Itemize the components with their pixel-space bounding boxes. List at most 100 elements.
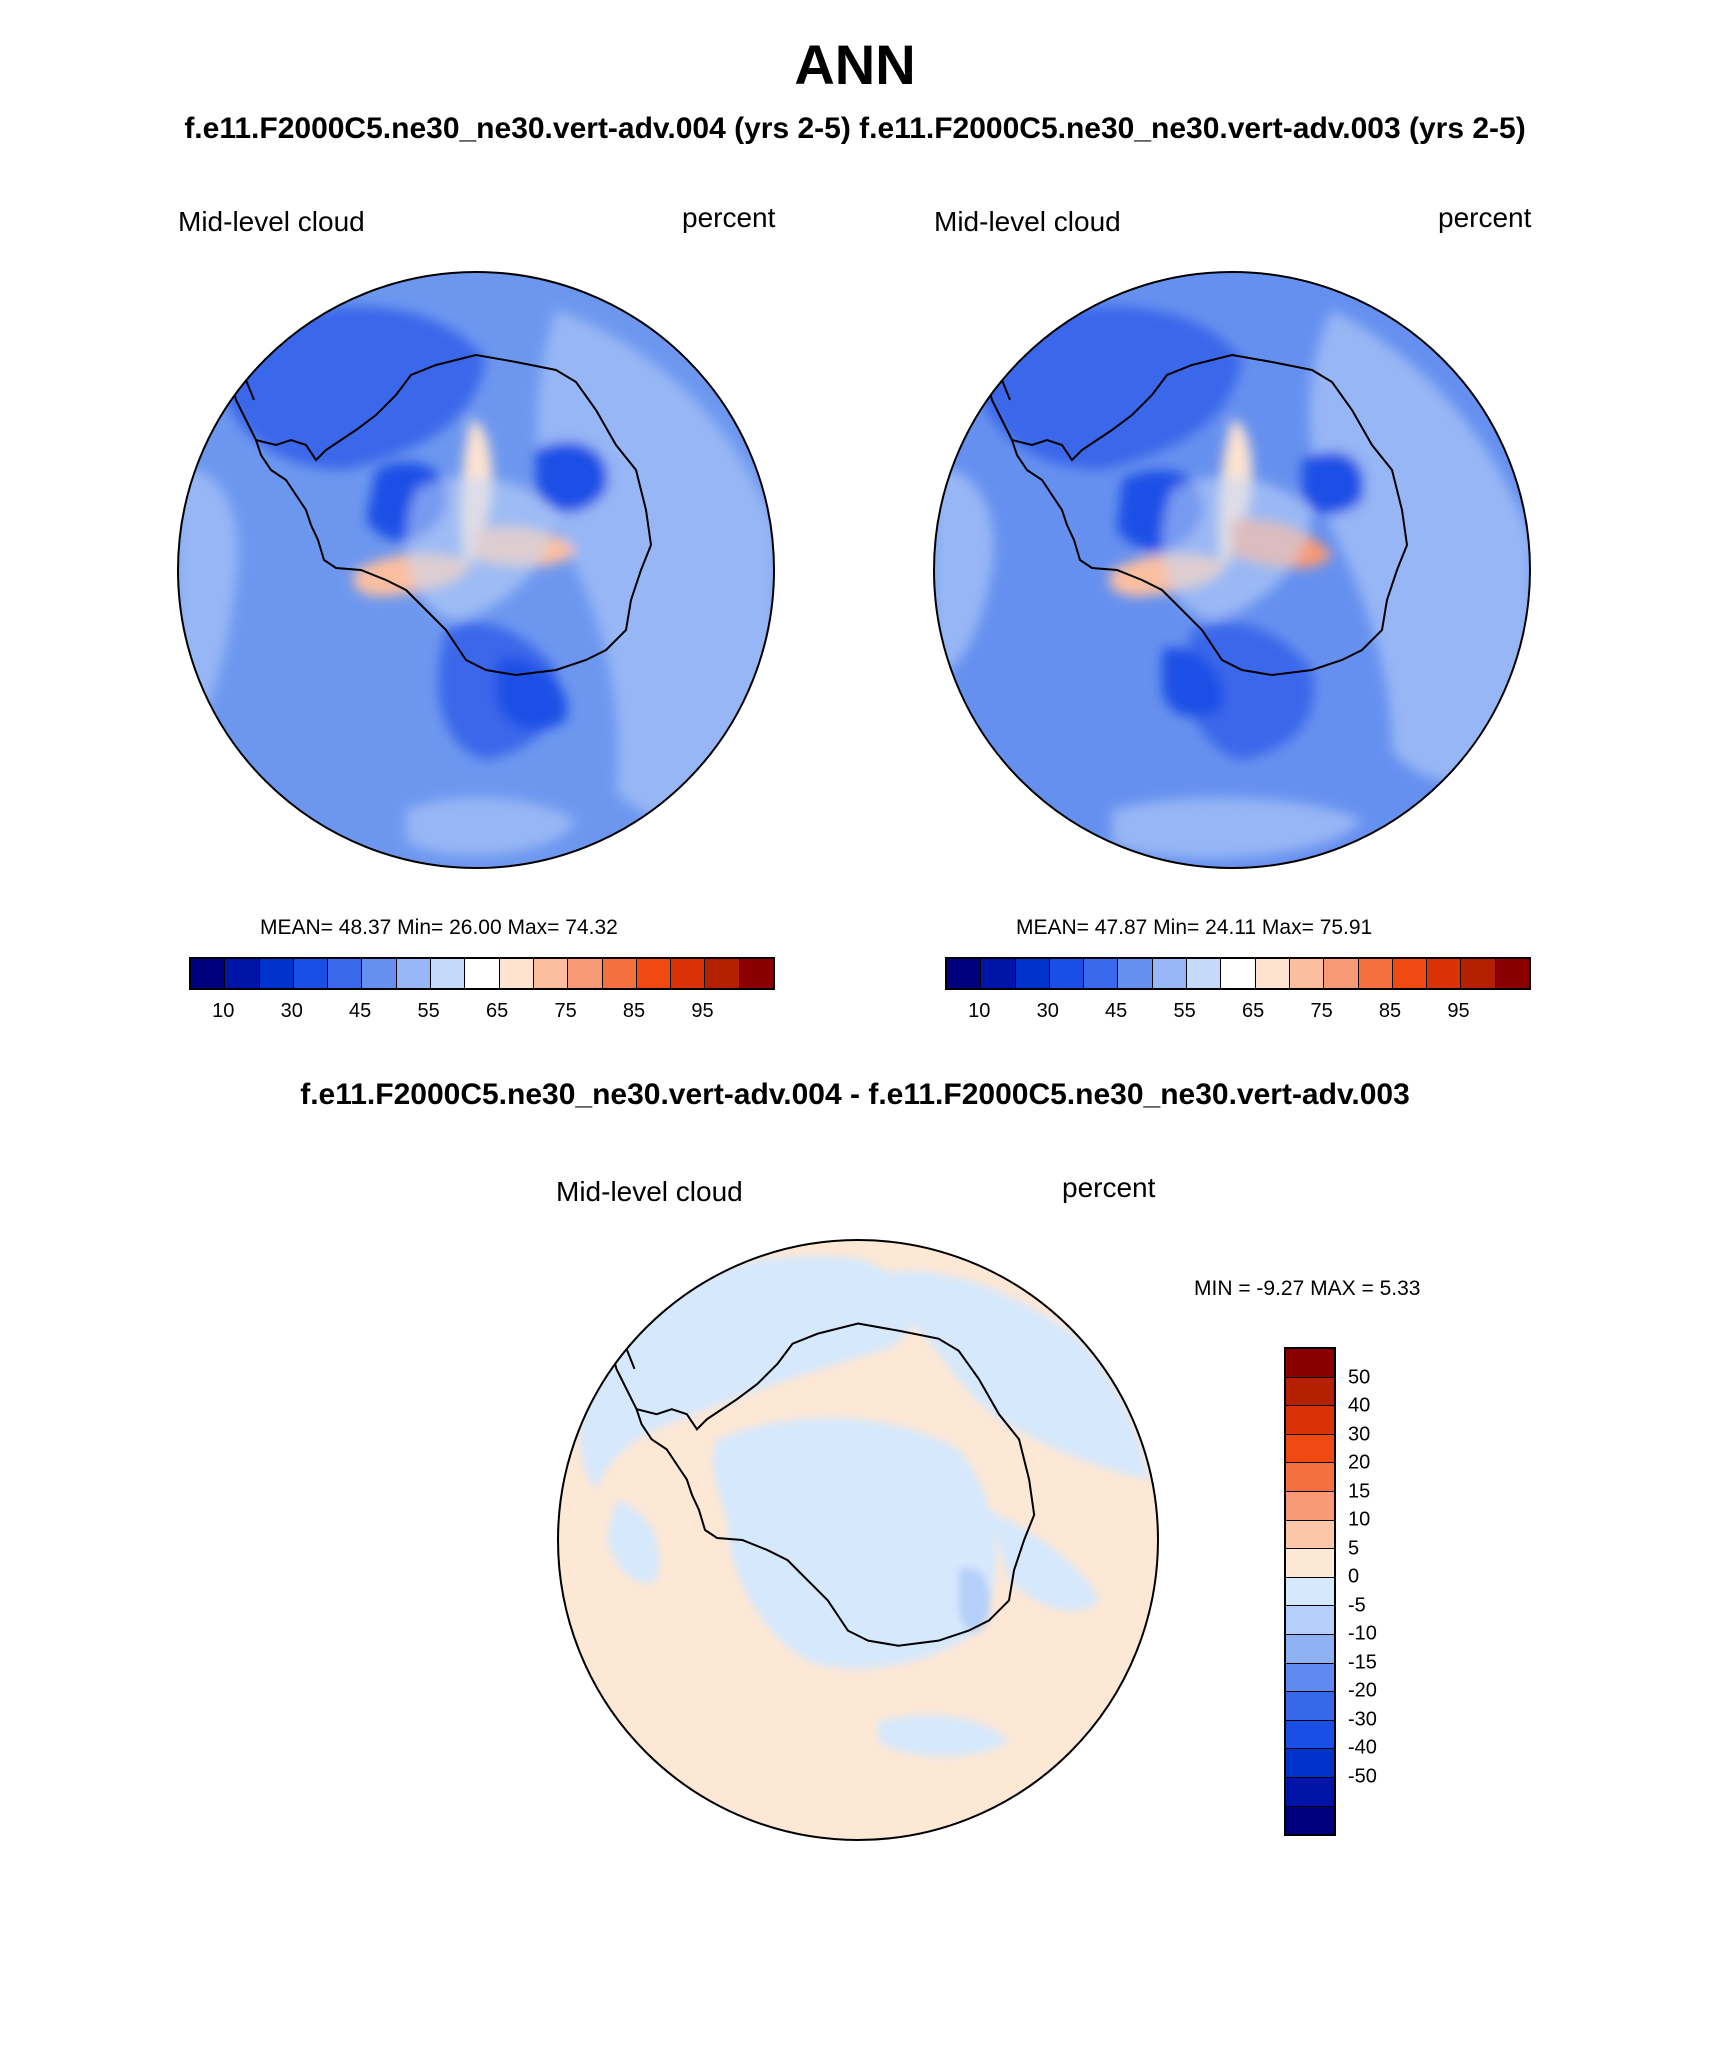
colorbar-tick-label: 65 bbox=[1241, 1000, 1265, 1022]
colorbar-swatch bbox=[1255, 959, 1290, 988]
panel1-map bbox=[177, 271, 775, 869]
diff-variable-label: Mid-level cloud bbox=[556, 1176, 743, 1207]
colorbar-swatch bbox=[1286, 1491, 1334, 1521]
panel2-light-region-east bbox=[1309, 310, 1530, 784]
diff-stats: MIN = -9.27 MAX = 5.33 bbox=[1194, 1277, 1421, 1300]
diff-negative-region-west bbox=[606, 1499, 660, 1583]
colorbar-tick-label: 65 bbox=[485, 1000, 509, 1022]
colorbar-swatch bbox=[1289, 959, 1325, 988]
panel1-dark-band-west bbox=[216, 306, 486, 470]
panel2-light-region-west bbox=[934, 468, 994, 680]
diff-negative-region-ne bbox=[858, 1270, 1150, 1480]
panel2-coastline bbox=[1010, 353, 1409, 677]
colorbar-swatch bbox=[568, 959, 603, 988]
colorbar-swatch bbox=[1286, 1749, 1334, 1778]
panel2-colorbar bbox=[945, 957, 1531, 990]
colorbar-tick-label: 5 bbox=[1348, 1537, 1360, 1560]
colorbar-tick-label: -50 bbox=[1348, 1765, 1377, 1788]
colorbar-swatch bbox=[1358, 959, 1393, 988]
colorbar-swatch bbox=[636, 959, 672, 988]
panel1-colorbar bbox=[189, 957, 775, 990]
diff-negative-region-interior bbox=[712, 1417, 997, 1669]
panel2-dark-core-south bbox=[1162, 648, 1224, 718]
colorbar-swatch bbox=[465, 959, 500, 988]
colorbar-swatch bbox=[1286, 1806, 1334, 1835]
colorbar-tick-label: 50 bbox=[1348, 1366, 1371, 1389]
panel1-light-region-east bbox=[537, 310, 774, 820]
colorbar-swatch bbox=[1187, 959, 1222, 988]
colorbar-swatch bbox=[1461, 959, 1496, 988]
colorbar-tick-label: 20 bbox=[1348, 1451, 1371, 1474]
colorbar-tick-label: -40 bbox=[1348, 1736, 1377, 1759]
colorbar-swatch bbox=[1286, 1720, 1334, 1750]
colorbar-swatch bbox=[1427, 959, 1462, 988]
colorbar-tick-label: 55 bbox=[1173, 1000, 1196, 1022]
colorbar-swatch bbox=[191, 959, 226, 988]
colorbar-tick-label: 10 bbox=[968, 1000, 991, 1022]
diff-negative-region-east bbox=[988, 1509, 1100, 1611]
colorbar-swatch bbox=[1286, 1349, 1334, 1378]
panel1-stats: MEAN= 48.37 Min= 26.00 Max= 74.32 bbox=[260, 916, 618, 939]
colorbar-tick-label: 45 bbox=[1105, 1000, 1128, 1022]
colorbar-swatch bbox=[499, 959, 534, 988]
panel2-variable-label: Mid-level cloud bbox=[934, 206, 1121, 237]
colorbar-tick-label: 95 bbox=[691, 1000, 714, 1022]
colorbar-swatch bbox=[1286, 1577, 1334, 1607]
colorbar-tick-label: 75 bbox=[554, 1000, 577, 1022]
colorbar-tick-label: -5 bbox=[1348, 1594, 1366, 1617]
colorbar-swatch bbox=[328, 959, 363, 988]
diff-map bbox=[557, 1239, 1159, 1841]
colorbar-swatch bbox=[1049, 959, 1085, 988]
colorbar-tick-label: 0 bbox=[1348, 1565, 1360, 1588]
colorbar-swatch bbox=[259, 959, 294, 988]
colorbar-tick-label: 10 bbox=[1348, 1508, 1371, 1531]
colorbar-swatch bbox=[1084, 959, 1119, 988]
colorbar-swatch bbox=[1324, 959, 1359, 988]
colorbar-tick-label: 55 bbox=[417, 1000, 440, 1022]
colorbar-tick-label: 45 bbox=[349, 1000, 372, 1022]
colorbar-swatch bbox=[1286, 1463, 1334, 1492]
colorbar-swatch bbox=[1286, 1634, 1334, 1664]
colorbar-swatch bbox=[705, 959, 740, 988]
colorbar-swatch bbox=[1286, 1549, 1334, 1578]
diff-colorbar bbox=[1284, 1347, 1336, 1836]
colorbar-tick-label: -30 bbox=[1348, 1708, 1377, 1731]
colorbar-tick-label: 75 bbox=[1310, 1000, 1333, 1022]
colorbar-tick-label: 85 bbox=[1378, 1000, 1402, 1022]
colorbar-swatch bbox=[1221, 959, 1256, 988]
colorbar-swatch bbox=[225, 959, 260, 988]
colorbar-swatch bbox=[533, 959, 569, 988]
colorbar-swatch bbox=[602, 959, 637, 988]
colorbar-tick-label: 85 bbox=[622, 1000, 646, 1022]
colorbar-swatch bbox=[739, 959, 774, 988]
colorbar-swatch bbox=[1286, 1520, 1334, 1550]
diff-negative-core bbox=[958, 1567, 990, 1633]
colorbar-tick-label: -10 bbox=[1348, 1622, 1377, 1645]
colorbar-swatch bbox=[431, 959, 466, 988]
colorbar-swatch bbox=[1286, 1606, 1334, 1635]
colorbar-swatch bbox=[947, 959, 982, 988]
panel2-dark-band-west bbox=[972, 306, 1242, 470]
colorbar-tick-label: -20 bbox=[1348, 1679, 1377, 1702]
colorbar-tick-label: 15 bbox=[1348, 1480, 1371, 1503]
panel2-dark-region-ross bbox=[1185, 622, 1314, 760]
colorbar-tick-label: -15 bbox=[1348, 1651, 1377, 1674]
colorbar-tick-label: 30 bbox=[1348, 1423, 1371, 1446]
colorbar-swatch bbox=[1152, 959, 1188, 988]
colorbar-tick-label: 30 bbox=[1036, 1000, 1059, 1022]
panel2-units-label: percent bbox=[1438, 202, 1532, 233]
diff-title: f.e11.F2000C5.ne30_ne30.vert-adv.004 - f… bbox=[300, 1078, 1410, 1111]
panel1-colorbar-ticks: 10 30 45 55 65 75 85 95 bbox=[189, 1000, 771, 1026]
panel2-map bbox=[933, 271, 1531, 869]
colorbar-swatch bbox=[1392, 959, 1428, 988]
colorbar-tick-label: 30 bbox=[280, 1000, 303, 1022]
colorbar-swatch bbox=[1286, 1434, 1334, 1464]
diff-coastline bbox=[634, 1322, 1036, 1647]
colorbar-swatch bbox=[1286, 1663, 1334, 1693]
figure-subtitle: f.e11.F2000C5.ne30_ne30.vert-adv.004 (yr… bbox=[184, 112, 1526, 145]
colorbar-tick-label: 95 bbox=[1447, 1000, 1470, 1022]
colorbar-swatch bbox=[671, 959, 706, 988]
colorbar-swatch bbox=[1286, 1377, 1334, 1407]
diff-negative-region-south bbox=[878, 1715, 1009, 1757]
colorbar-tick-label: 40 bbox=[1348, 1394, 1371, 1417]
